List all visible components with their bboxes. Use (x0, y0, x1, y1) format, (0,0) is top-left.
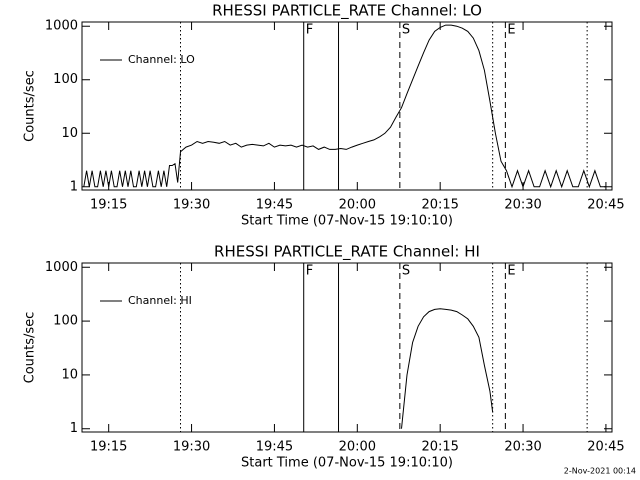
timestamp: 2-Nov-2021 00:14 (564, 467, 636, 476)
y-axis-label: Counts/sec (23, 312, 38, 384)
legend-label: Channel: HI (128, 294, 192, 307)
x-tick-label: 20:45 (587, 440, 624, 455)
x-tick-label: 20:30 (504, 440, 541, 455)
data-line (83, 24, 606, 189)
y-tick-label: 100 (53, 72, 78, 87)
y-axis-label: Counts/sec (23, 70, 38, 142)
time-marker-label: F (306, 264, 313, 279)
x-tick-label: 20:15 (421, 440, 458, 455)
time-marker-label: E (507, 23, 515, 38)
y-tick-label: 1000 (45, 260, 78, 275)
x-tick-label: 20:00 (339, 440, 376, 455)
y-tick-label: 1000 (45, 19, 78, 34)
time-marker-label: S (402, 23, 410, 38)
x-axis-label: Start Time (07-Nov-15 19:10:10) (241, 214, 453, 229)
y-tick-label: 1 (70, 421, 78, 436)
chart-title: RHESSI PARTICLE_RATE Channel: LO (212, 2, 482, 21)
x-tick-label: 19:30 (173, 440, 210, 455)
time-marker-label: F (306, 23, 313, 38)
x-tick-label: 19:45 (256, 198, 293, 213)
y-tick-label: 10 (61, 126, 78, 141)
legend-label: Channel: LO (128, 53, 195, 66)
y-tick-label: 1 (70, 179, 78, 194)
time-marker-label: S (402, 264, 410, 279)
data-line (401, 308, 494, 429)
time-marker-label: E (507, 264, 515, 279)
x-tick-label: 19:30 (173, 198, 210, 213)
plot-frame (81, 21, 613, 191)
x-tick-label: 19:15 (90, 440, 127, 455)
y-tick-label: 10 (61, 367, 78, 382)
x-axis-label: Start Time (07-Nov-15 19:10:10) (241, 456, 453, 471)
chart-title: RHESSI PARTICLE_RATE Channel: HI (214, 243, 480, 262)
x-tick-label: 20:00 (339, 198, 376, 213)
x-tick-label: 19:45 (256, 440, 293, 455)
plot-frame (81, 262, 613, 433)
x-tick-label: 20:15 (421, 198, 458, 213)
x-tick-label: 19:15 (90, 198, 127, 213)
x-tick-label: 20:45 (587, 198, 624, 213)
y-tick-label: 100 (53, 314, 78, 329)
x-tick-label: 20:30 (504, 198, 541, 213)
